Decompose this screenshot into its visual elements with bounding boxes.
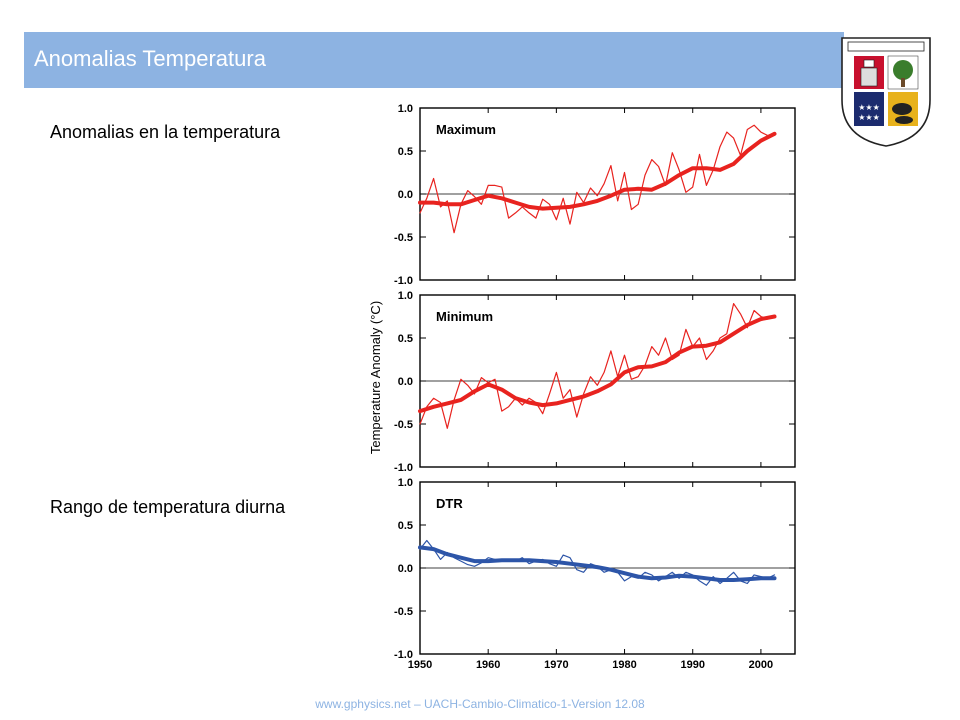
panel-title-minimum: Minimum	[436, 309, 493, 324]
ytick-label-minimum: -1.0	[394, 462, 413, 474]
xtick-label: 1980	[612, 659, 636, 671]
ytick-label-dtr: 1.0	[398, 477, 413, 489]
temperature-anomaly-charts: 1.0 0.5 0.0 -0.5 -1.0 Maximum 1.0 0.5 0.0 -0.5 -1.…	[368, 103, 796, 671]
xtick-label: 1970	[544, 659, 568, 671]
page-title: Anomalias Temperatura	[34, 46, 266, 71]
ytick-label-maximum: 1.0	[398, 103, 413, 115]
ytick-label-maximum: -1.0	[394, 275, 413, 287]
series-line-minimum-smoothed	[418, 314, 777, 414]
series-line-maximum-smoothed	[418, 131, 777, 211]
ytick-label-dtr: -1.0	[394, 649, 413, 661]
ytick-label-minimum: 0.5	[398, 333, 413, 345]
ytick-label-maximum: -0.5	[394, 232, 413, 244]
ytick-label-minimum: 1.0	[398, 290, 413, 302]
ytick-label-minimum: 0.0	[398, 376, 413, 388]
svg-text:★★★: ★★★	[858, 113, 880, 122]
panel-title-dtr: DTR	[436, 496, 463, 511]
ytick-label-dtr: -0.5	[394, 606, 413, 618]
y-axis-title: Temperature Anomaly (°C)	[368, 301, 383, 454]
panel-title-maximum: Maximum	[436, 122, 496, 137]
ytick-label-dtr: 0.0	[398, 563, 413, 575]
ytick-label-maximum: 0.5	[398, 146, 413, 158]
series-line-minimum-annual	[419, 303, 776, 429]
ytick-label-dtr: 0.5	[398, 520, 413, 532]
xtick-label: 1950	[408, 659, 432, 671]
series-line-maximum-annual	[419, 124, 776, 234]
ytick-label-maximum: 0.0	[398, 189, 413, 201]
svg-text:★★★: ★★★	[858, 103, 880, 112]
label-anomalias: Anomalias en la temperatura	[50, 122, 281, 142]
ytick-label-minimum: -0.5	[394, 419, 413, 431]
series-line-dtr-smoothed	[418, 545, 777, 582]
university-crest-logo: ★★★ ★★★	[841, 37, 931, 147]
title-bar: Anomalias Temperatura	[24, 32, 844, 88]
xtick-label: 2000	[749, 659, 773, 671]
footer-text: www.gphysics.net – UACH-Cambio-Climatico…	[315, 697, 645, 711]
label-rango-diurno: Rango de temperatura diurna	[50, 497, 286, 517]
xtick-label: 1960	[476, 659, 500, 671]
xtick-label: 1990	[680, 659, 704, 671]
